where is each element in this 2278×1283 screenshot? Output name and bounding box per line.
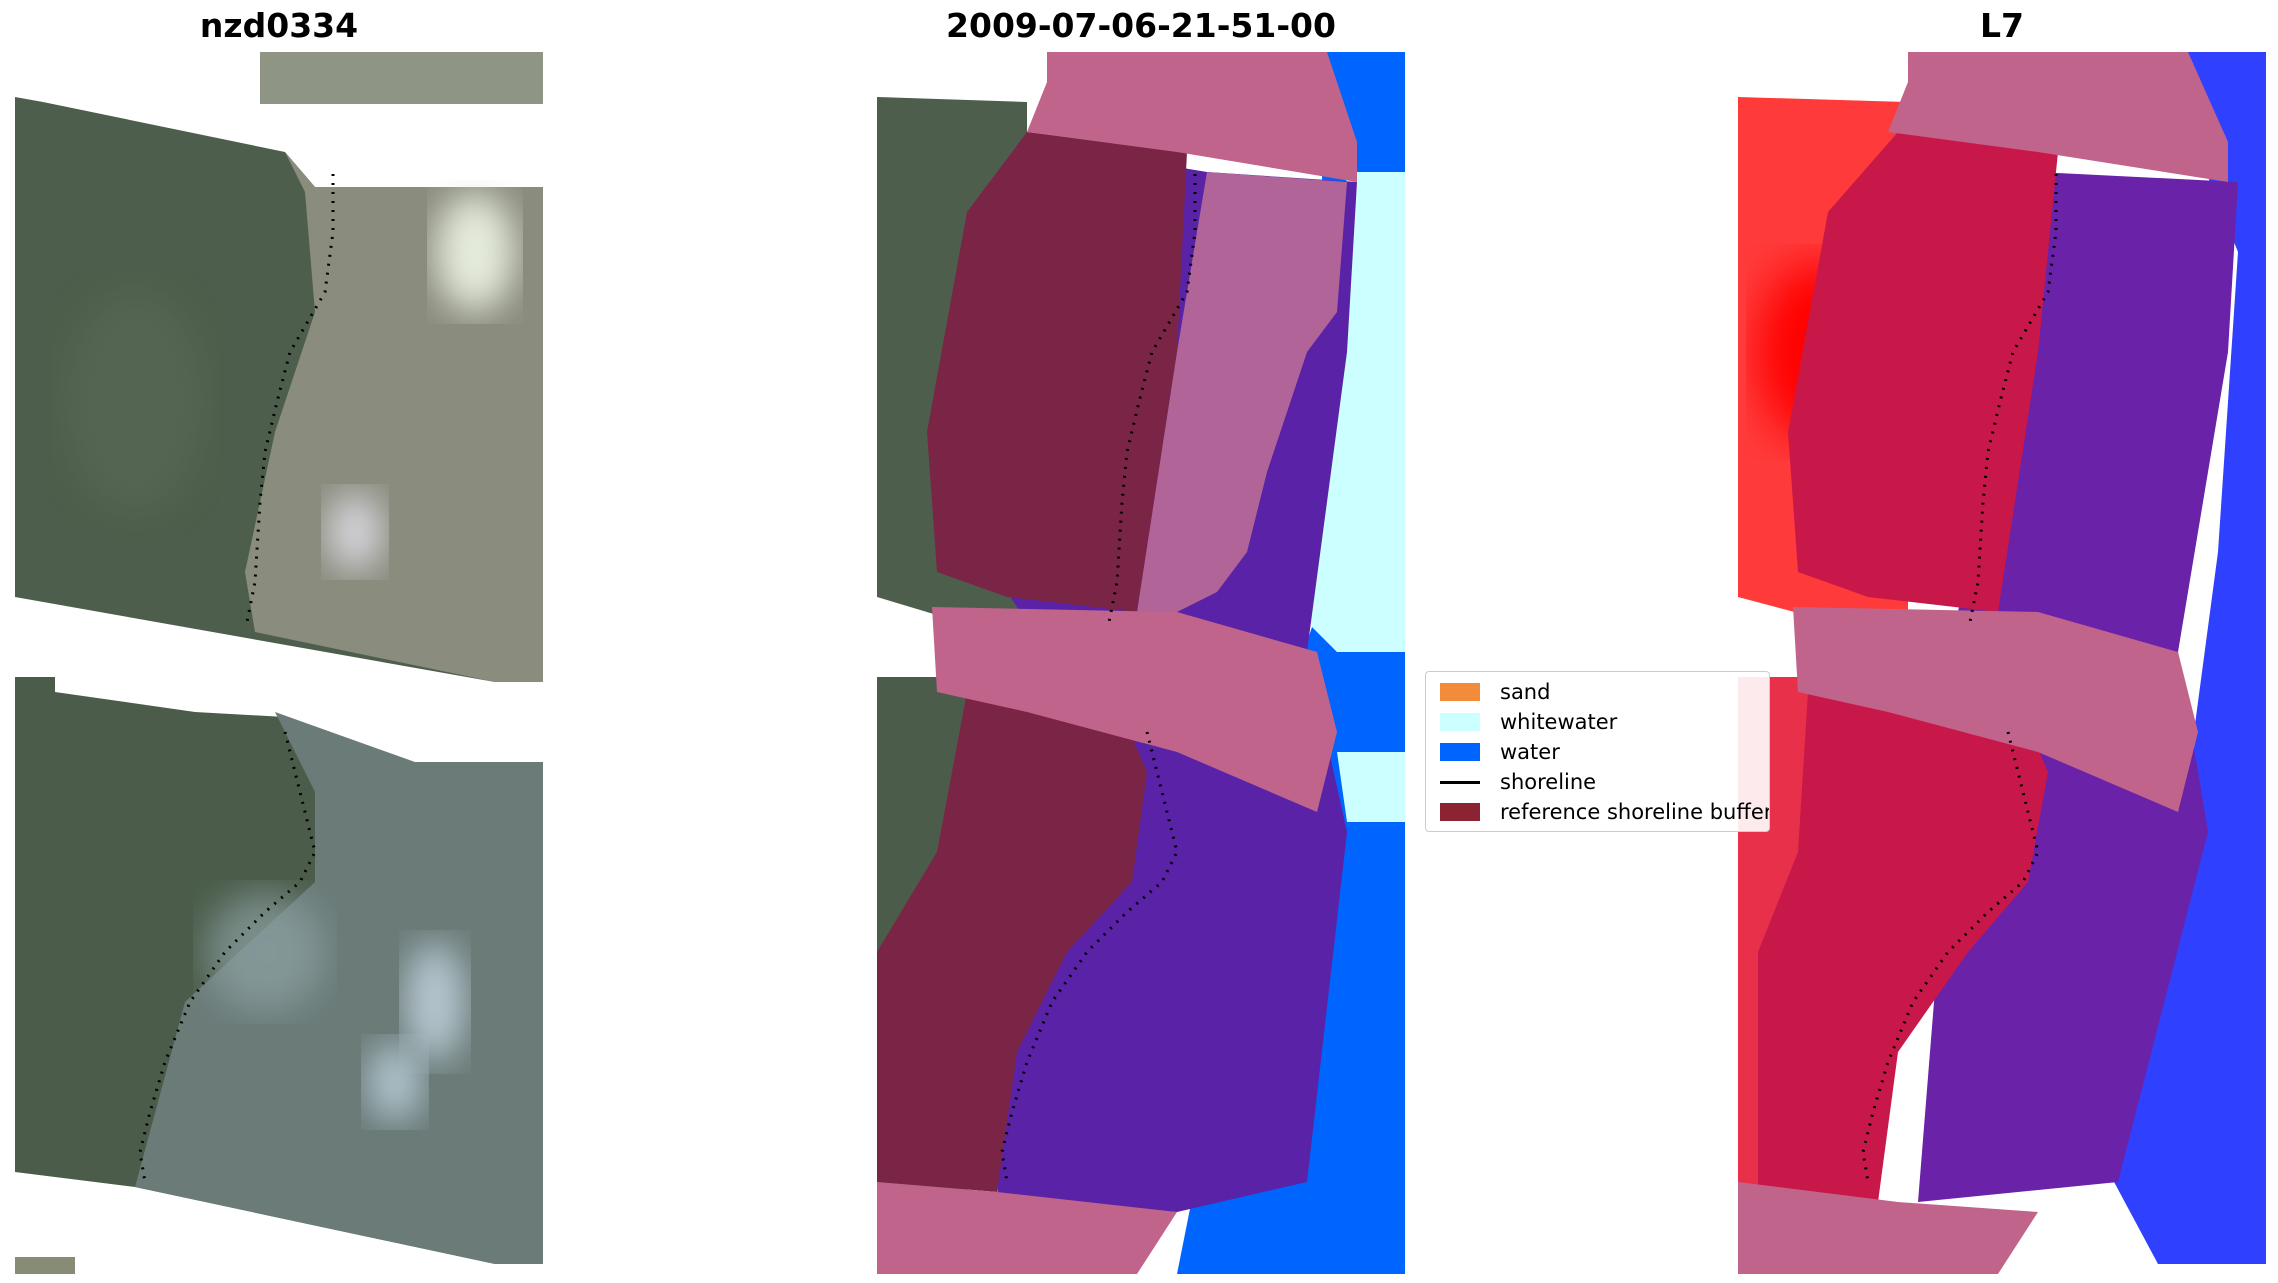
- reference-buffer-upper: [927, 132, 1187, 612]
- legend-item-reference-buffer: reference shoreline buffer: [1440, 798, 1770, 826]
- sand-swatch: [1440, 683, 1480, 701]
- legend-item-shoreline: shoreline: [1440, 768, 1596, 796]
- buffer-ring-middle: [932, 607, 1337, 812]
- legend-item-water: water: [1440, 738, 1560, 766]
- land-crimson-area: [1788, 132, 2058, 612]
- buffer-ring-bottom: [1738, 1182, 2038, 1274]
- whitewater-patch: [1337, 752, 1405, 822]
- shoreline-line-lower: [1000, 731, 1179, 1183]
- whitewater-swatch: [1440, 713, 1480, 731]
- buffer-ring-top: [1888, 52, 2228, 182]
- buffer-ring-top: [1027, 52, 1357, 182]
- legend-label-sand: sand: [1500, 680, 1551, 704]
- legend-label-reference-buffer: reference shoreline buffer: [1500, 800, 1770, 824]
- legend-item-sand: sand: [1440, 678, 1550, 706]
- shoreline-swatch: [1440, 780, 1480, 784]
- image-block-upper: [15, 97, 543, 682]
- land-crimson-lower: [1758, 692, 2048, 1202]
- panel-title-rgb: nzd0334: [199, 6, 359, 45]
- legend-item-whitewater: whitewater: [1440, 708, 1617, 736]
- buffer-ring-bottom: [877, 1182, 1177, 1274]
- rgb-image-panel: [15, 52, 543, 1274]
- image-strip-top: [260, 52, 543, 104]
- legend-label-water: water: [1500, 740, 1560, 764]
- panel-title-index: L7: [1980, 6, 2024, 45]
- image-block-lower: [15, 677, 543, 1264]
- whitewater-area: [1297, 172, 1405, 652]
- shoreline-line-lower: [138, 731, 317, 1183]
- buffer-ring-middle: [1793, 607, 2198, 812]
- reference-buffer-swatch: [1440, 803, 1480, 821]
- shoreline-line-lower: [1861, 731, 2040, 1183]
- water-swatch: [1440, 743, 1480, 761]
- panel-title-classified: 2009-07-06-21-51-00: [946, 6, 1336, 45]
- reference-buffer-lower: [877, 692, 1147, 1192]
- sea-blue-area: [2098, 52, 2266, 1264]
- legend-label-whitewater: whitewater: [1500, 710, 1618, 734]
- legend-label-shoreline: shoreline: [1500, 770, 1597, 794]
- index-image-panel: [1738, 52, 2266, 1274]
- classified-image-panel: [877, 52, 1405, 1274]
- image-strip-bottom: [15, 1257, 75, 1274]
- legend: sand whitewater water shoreline referenc…: [1425, 671, 1770, 832]
